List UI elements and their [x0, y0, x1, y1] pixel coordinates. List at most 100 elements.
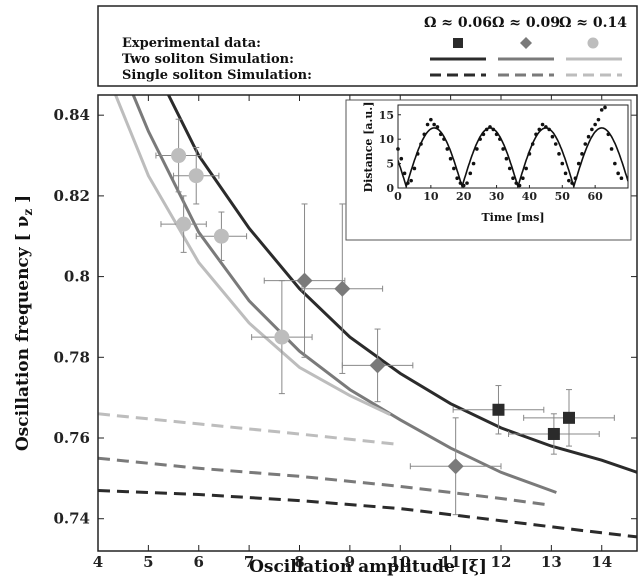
inset-data-point	[409, 178, 413, 183]
y-tick-label: 0.78	[53, 348, 90, 366]
inset-data-point	[465, 181, 469, 185]
inset-data-point	[570, 181, 574, 185]
data-point-omega-009-2	[341, 328, 414, 403]
inset-data-point	[580, 152, 584, 156]
inset-data-point	[583, 142, 588, 146]
circle-marker	[188, 168, 204, 184]
inset-data-point	[501, 147, 505, 151]
x-tick-label: 11	[440, 553, 461, 571]
inset-x-tick-label: 30	[489, 190, 505, 203]
y-axis-label: Oscillation frequency [ νz ]	[13, 195, 35, 451]
inset-data-point	[458, 181, 463, 185]
inset-data-point	[599, 108, 604, 112]
legend-box	[97, 5, 638, 87]
inset-data-point	[524, 166, 528, 171]
inset-data-point	[590, 127, 594, 132]
inset-data-point	[419, 142, 423, 146]
single-soliton-curve-omega-009	[98, 456, 547, 507]
inset-y-tick-label: 15	[379, 109, 394, 122]
inset-frame	[397, 104, 629, 189]
inset-data-point	[534, 132, 538, 137]
circle-marker	[274, 329, 290, 345]
inset-data-point	[488, 125, 492, 129]
y-tick-label: 0.84	[53, 106, 90, 124]
main-ticks-layer: 4 5 6 7 8 9 10 11 12 13 14 0.74 0.76 0.78 0.8 0.82 0.84	[53, 95, 637, 571]
data-point-omega-009-3	[409, 417, 502, 516]
data-point-omega-014-0	[155, 118, 202, 193]
square-marker	[492, 403, 505, 416]
data-point-omega-009-1	[301, 203, 384, 374]
inset-data-point	[521, 176, 525, 181]
inset-x-tick-label: 0	[394, 190, 402, 203]
data-point-omega-014-2	[173, 146, 220, 205]
inset-data-point	[507, 166, 512, 171]
x-tick-label: 12	[491, 553, 512, 571]
circle-marker	[171, 148, 187, 164]
inset-y-label: Distance [a.u.]	[362, 102, 375, 193]
inset-data-point	[553, 142, 558, 146]
inset-data-point	[442, 137, 446, 141]
x-tick-label: 5	[143, 553, 153, 571]
inset-x-tick-label: 10	[423, 190, 439, 203]
inset-data-point	[399, 156, 404, 161]
inset-data-point	[478, 137, 482, 141]
inset-data-point	[560, 161, 565, 166]
inset-data-point	[475, 147, 479, 151]
inset-data-point	[603, 105, 607, 110]
inset-y-tick-label: 10	[379, 133, 395, 146]
inset-points-layer	[396, 105, 624, 188]
inset-data-point	[438, 132, 443, 137]
inset-data-point	[586, 134, 591, 139]
data-point-omega-006-2	[523, 389, 615, 447]
x-axis-label: Oscillation amplitude [ξ]	[249, 557, 487, 576]
y-axis-label-end: ]	[13, 195, 33, 209]
inset-data-point	[606, 132, 611, 137]
square-marker	[562, 411, 575, 424]
inset-data-point	[544, 125, 548, 129]
two-soliton-curve-omega-014	[114, 95, 391, 416]
inset-x-tick-label: 50	[555, 190, 571, 203]
x-tick-label: 14	[591, 553, 612, 571]
inset-data-point	[422, 132, 427, 137]
legend-marker-square	[453, 38, 463, 48]
x-tick-label: 6	[194, 553, 204, 571]
inset-ticks-layer: 0 10 20 30 40 50 60 0 5 10 15	[379, 109, 603, 203]
inset-data-point	[613, 161, 617, 166]
legend-row-two-soliton: Two soliton Simulation:	[122, 52, 294, 67]
inset-data-point	[619, 176, 624, 181]
inset-data-point	[573, 176, 578, 181]
inset-data-point	[435, 125, 440, 129]
two-soliton-curve-omega-009	[131, 95, 557, 494]
inset-data-point	[445, 147, 450, 151]
inset-data-point	[550, 134, 555, 139]
data-point-omega-014-4	[251, 280, 313, 395]
single-soliton-curve-omega-006	[98, 489, 637, 539]
data-point-omega-014-3	[195, 211, 248, 261]
circle-marker	[213, 228, 229, 244]
circle-marker	[176, 216, 192, 232]
inset-data-point	[609, 147, 614, 151]
x-tick-label: 7	[244, 553, 254, 571]
inset-data-point	[402, 171, 407, 176]
inset-data-point	[540, 122, 545, 127]
legend-marker-diamond	[520, 37, 532, 49]
inset-data-point	[455, 176, 459, 181]
inset-data-point	[425, 122, 430, 127]
x-tick-label: 4	[93, 553, 103, 571]
diamond-marker	[334, 280, 351, 297]
inset-data-point	[498, 137, 502, 141]
inset-data-point	[481, 132, 486, 137]
diamond-marker	[296, 272, 313, 289]
inset-box	[345, 99, 632, 241]
inset-data-point	[576, 161, 581, 166]
inset-data-point	[504, 156, 509, 161]
y-axis-label-subscript: z	[21, 209, 35, 216]
inset-data-point	[448, 156, 453, 161]
x-tick-label: 10	[390, 553, 411, 571]
inset-plot: 0 10 20 30 40 50 60 0 5 10 15 Time [ms] Distance […	[345, 99, 632, 241]
inset-data-point	[563, 171, 568, 176]
x-tick-label: 8	[294, 553, 304, 571]
inset-data-point	[429, 117, 433, 122]
legend-row-experimental: Experimental data:	[122, 36, 261, 51]
